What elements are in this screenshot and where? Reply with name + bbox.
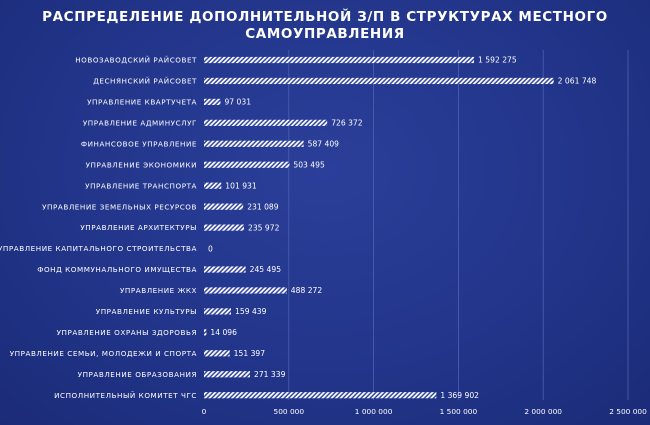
- category-label: УПРАВЛЕНИЕ АРХИТЕКТУРЫ: [80, 223, 197, 232]
- category-label: ФОНД КОММУНАЛЬНОГО ИМУЩЕСТВА: [37, 265, 197, 274]
- category-label: УПРАВЛЕНИЕ КАПИТАЛЬНОГО СТРОИТЕЛЬСТВА: [0, 244, 197, 253]
- value-label: 97 031: [224, 98, 251, 107]
- value-label: 245 495: [250, 265, 282, 274]
- bar: [204, 224, 245, 231]
- category-label: УПРАВЛЕНИЕ КВАРТУЧЕТА: [87, 98, 197, 107]
- value-labels: 1 592 275 2 061 748 97 031 726 372 587 409 50…: [208, 56, 596, 400]
- category-label: УПРАВЛЕНИЕ ЗЕМЕЛЬНЫХ РЕСУРСОВ: [42, 202, 197, 211]
- category-label: УПРАВЛЕНИЕ АДМИНУСЛУГ: [83, 118, 197, 127]
- bar: [204, 203, 244, 210]
- value-label: 0: [208, 244, 213, 253]
- value-label: 101 931: [225, 181, 257, 190]
- category-label: УПРАВЛЕНИЕ КУЛЬТУРЫ: [96, 307, 197, 316]
- value-label: 1 369 902: [440, 391, 479, 400]
- category-labels: НОВОЗАВОДСКИЙ РАЙСОВЕТ ДЕСНЯНСКИЙ РАЙСОВЕ…: [0, 56, 197, 400]
- value-label: 151 397: [234, 349, 266, 358]
- x-tick-label: 2 500 000: [609, 407, 647, 416]
- bar: [204, 182, 222, 189]
- value-label: 587 409: [308, 140, 340, 149]
- category-label: УПРАВЛЕНИЕ ТРАНСПОРТА: [85, 181, 197, 190]
- bar: [204, 329, 207, 336]
- category-label: УПРАВЛЕНИЕ СЕМЬИ, МОЛОДЕЖИ И СПОРТА: [10, 349, 197, 358]
- value-label: 231 089: [247, 202, 279, 211]
- category-label: УПРАВЛЕНИЕ ЖКХ: [120, 286, 197, 295]
- x-tick-label: 500 000: [274, 407, 305, 416]
- grid-lines: [288, 50, 629, 400]
- bar: [204, 77, 554, 85]
- bar: [204, 161, 290, 168]
- value-label: 726 372: [331, 119, 363, 128]
- bar: [204, 140, 304, 147]
- value-label: 235 972: [248, 223, 280, 232]
- x-axis-tick-labels: 0 500 000 1 000 000 1 500 000 2 000 000 2 500…: [202, 407, 647, 416]
- value-label: 1 592 275: [478, 56, 517, 65]
- category-label: УПРАВЛЕНИЕ ОБРАЗОВАНИЯ: [78, 370, 197, 379]
- category-label: УПРАВЛЕНИЕ ЭКОНОМИКИ: [86, 160, 197, 169]
- value-label: 159 439: [235, 307, 267, 316]
- value-label: 271 339: [254, 370, 286, 379]
- bar: [204, 308, 232, 315]
- bar: [204, 119, 328, 126]
- x-tick-label: 0: [202, 407, 207, 416]
- chart-title-line-2: САМОУПРАВЛЕНИЯ: [245, 26, 404, 42]
- bar: [204, 56, 475, 64]
- category-label: ИСПОЛНИТЕЛЬНЫЙ КОМИТЕТ ЧГС: [54, 391, 197, 400]
- bar: [204, 371, 251, 378]
- value-label: 14 096: [210, 328, 237, 337]
- category-label: ФИНАНСОВОЕ УПРАВЛЕНИЕ: [81, 139, 197, 148]
- bars-group: [204, 56, 554, 399]
- bar: [204, 266, 246, 273]
- x-tick-label: 1 500 000: [440, 407, 478, 416]
- chart-title-line-1: РАСПРЕДЕЛЕНИЕ ДОПОЛНИТЕЛЬНОЙ З/П В СТРУК…: [42, 8, 608, 25]
- category-label: НОВОЗАВОДСКИЙ РАЙСОВЕТ: [75, 56, 197, 65]
- bar: [204, 392, 437, 399]
- category-label: ДЕСНЯНСКИЙ РАЙСОВЕТ: [93, 77, 197, 86]
- value-label: 2 061 748: [558, 77, 597, 86]
- x-tick-label: 2 000 000: [524, 407, 562, 416]
- bar: [204, 350, 230, 357]
- value-label: 503 495: [293, 160, 325, 169]
- bar: [204, 287, 287, 294]
- bar: [204, 98, 221, 105]
- x-tick-label: 1 000 000: [355, 407, 393, 416]
- category-label: УПРАВЛЕНИЕ ОХРАНЫ ЗДОРОВЬЯ: [57, 328, 197, 337]
- value-label: 488 272: [291, 286, 323, 295]
